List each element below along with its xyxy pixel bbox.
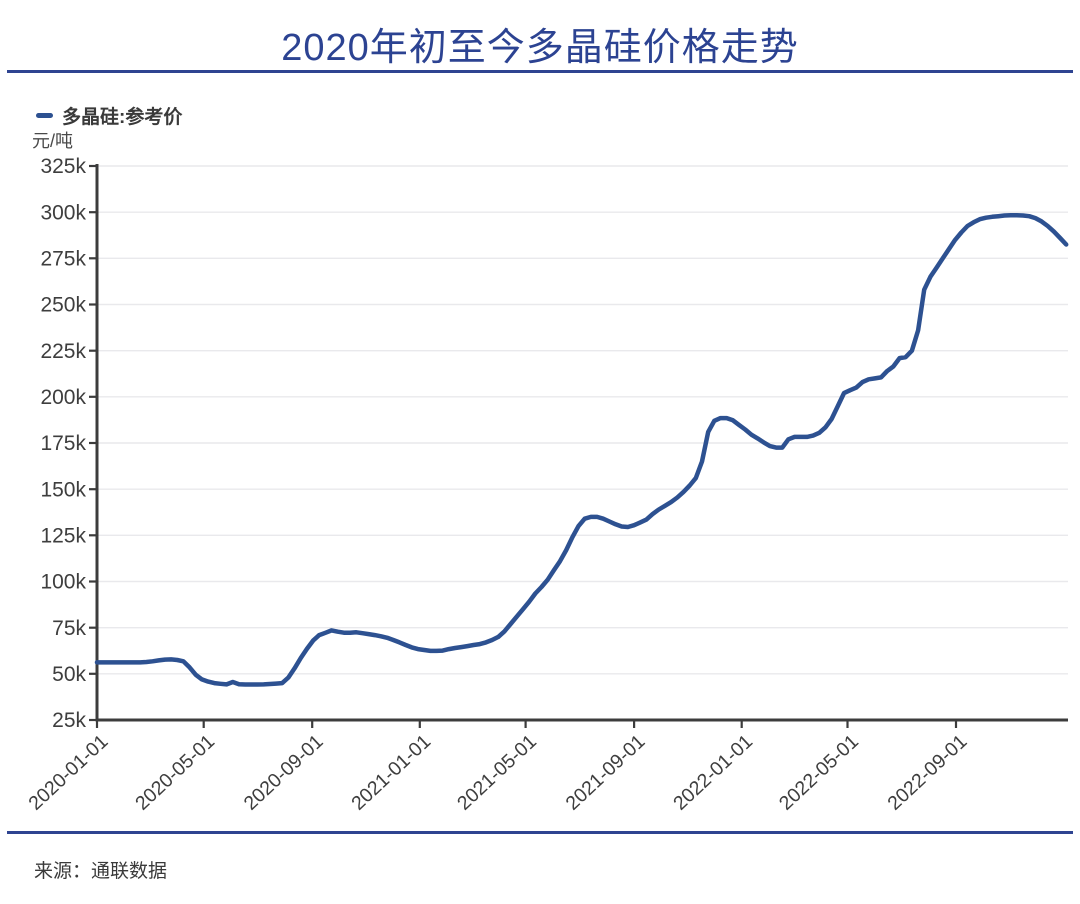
gridlines — [97, 165, 1068, 675]
top-divider — [7, 70, 1073, 73]
chart-title: 2020年初至今多晶硅价格走势 — [281, 27, 799, 69]
svg-text:2020-05-01: 2020-05-01 — [131, 731, 219, 815]
svg-text:2020-09-01: 2020-09-01 — [240, 731, 328, 815]
svg-text:200k: 200k — [40, 386, 86, 409]
svg-text:25k: 25k — [52, 709, 86, 732]
bottom-divider — [7, 831, 1073, 834]
svg-text:50k: 50k — [52, 663, 86, 686]
svg-text:100k: 100k — [40, 571, 86, 594]
svg-text:275k: 275k — [40, 247, 86, 270]
svg-text:325k: 325k — [40, 155, 86, 178]
svg-text:2022-01-01: 2022-01-01 — [669, 731, 757, 815]
svg-text:2021-09-01: 2021-09-01 — [562, 731, 650, 815]
legend-dash-icon — [36, 113, 53, 118]
svg-text:175k: 175k — [40, 432, 86, 455]
svg-text:225k: 225k — [40, 340, 86, 363]
svg-text:250k: 250k — [40, 294, 86, 317]
svg-text:75k: 75k — [52, 617, 86, 640]
svg-text:150k: 150k — [40, 478, 86, 501]
svg-text:2021-01-01: 2021-01-01 — [347, 731, 435, 815]
svg-text:125k: 125k — [40, 524, 86, 547]
legend: 多晶硅:参考价 — [36, 102, 182, 129]
svg-text:2020-01-01: 2020-01-01 — [24, 731, 112, 815]
svg-text:300k: 300k — [40, 201, 86, 224]
y-axis: 325k 300k 275k 250k 225k 200k 175k 150k 125k 100k… — [40, 155, 99, 732]
x-axis: 2020-01-01 2020-05-01 2020-09-01 2021-01-01… — [24, 718, 1068, 815]
svg-text:2021-05-01: 2021-05-01 — [453, 731, 541, 815]
price-series-line — [94, 213, 1069, 687]
y-axis-unit-label: 元/吨 — [32, 131, 74, 151]
legend-series-label: 多晶硅:参考价 — [62, 107, 183, 128]
svg-text:2022-05-01: 2022-05-01 — [775, 731, 863, 815]
source-label: 来源：通联数据 — [34, 861, 168, 882]
svg-text:2022-09-01: 2022-09-01 — [883, 731, 971, 815]
